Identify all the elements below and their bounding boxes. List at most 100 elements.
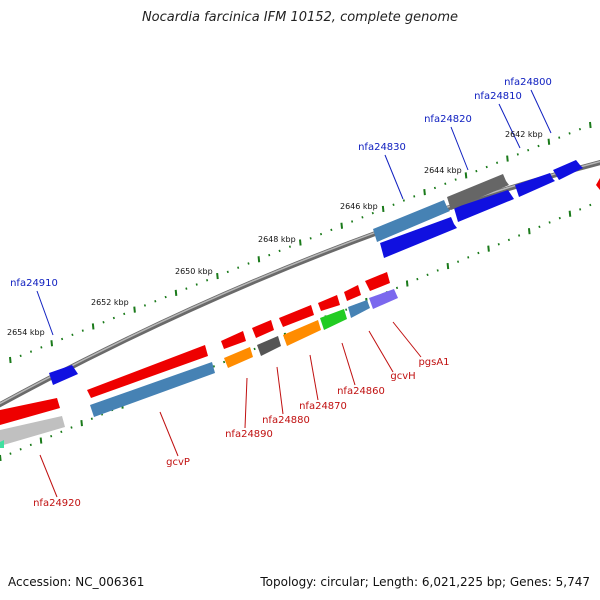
scale-dot <box>456 260 460 263</box>
scale-dot <box>345 308 348 311</box>
scale-dot <box>9 452 12 455</box>
gene-arrow-nfa24800[interactable] <box>553 160 583 180</box>
scale-dot <box>223 360 226 364</box>
scale-dot <box>123 312 126 316</box>
gene-label-nfa24860[interactable]: nfa24860 <box>337 386 385 397</box>
scale-dot <box>195 283 198 286</box>
scale-dot <box>433 186 437 190</box>
scale-dot <box>589 121 592 129</box>
scale-dot <box>568 132 571 135</box>
gene-arrow-nfa24870[interactable] <box>283 320 321 346</box>
scale-dot <box>516 153 519 156</box>
leader-line <box>276 366 284 415</box>
leader-line <box>498 103 521 149</box>
scale-dot <box>133 306 136 313</box>
scale-dot <box>485 165 488 169</box>
gene-arrow-n1[interactable] <box>344 285 361 301</box>
scale-dot <box>102 321 105 324</box>
scale-dot <box>392 203 395 206</box>
scale-dot <box>70 426 73 429</box>
gene-arrow-nfa24830[interactable] <box>373 200 450 242</box>
scale-tick-labels: 2642 kbp 2644 kbp 2646 kbp 2648 kbp 2650 kbp… <box>7 130 543 337</box>
scale-dot <box>299 239 302 246</box>
scale-dot <box>361 216 364 219</box>
scale-dot <box>257 256 261 263</box>
scale-dot <box>288 245 292 248</box>
scale-dot <box>423 189 426 196</box>
gene-arrow-n4[interactable] <box>252 320 274 338</box>
gene-arrow-gcvP[interactable] <box>90 362 215 417</box>
scale-dot <box>487 245 490 252</box>
tick-label: 2648 kbp <box>258 235 296 244</box>
gene-label-gcvP[interactable]: gcvP <box>166 457 190 468</box>
scale-dot <box>537 144 540 148</box>
gene-arrow-nfa24825[interactable] <box>447 174 509 210</box>
gene-label-nfa24800[interactable]: nfa24800 <box>504 77 552 88</box>
scale-dot <box>558 136 561 139</box>
scale-dot <box>29 443 32 447</box>
leader-line <box>368 330 394 373</box>
gene-arrow-n2[interactable] <box>318 295 340 311</box>
gene-label-nfa24920[interactable]: nfa24920 <box>33 498 81 509</box>
scale-dot <box>319 232 323 236</box>
gene-label-pgsA1[interactable]: pgsA1 <box>418 357 449 368</box>
gene-label-nfa24820[interactable]: nfa24820 <box>424 114 472 125</box>
scale-dot <box>112 316 115 320</box>
scale-dot <box>39 437 43 444</box>
gene-arrow-edge-left[interactable] <box>0 440 4 448</box>
scale-dot <box>90 417 93 420</box>
gene-arrow-pgsA1-upper[interactable] <box>365 272 390 291</box>
gene-arrow-n3[interactable] <box>279 305 314 327</box>
gene-arrow-nfa24890[interactable] <box>224 347 253 368</box>
scale-dot <box>475 169 478 173</box>
gene-label-gcvH[interactable]: gcvH <box>390 371 415 382</box>
scale-dot <box>154 300 157 303</box>
scale-dot <box>60 430 63 434</box>
gene-label-nfa24890[interactable]: nfa24890 <box>225 429 273 440</box>
gene-arrow-nfa24810[interactable] <box>515 173 555 197</box>
gene-label-nfa24880[interactable]: nfa24880 <box>262 415 310 426</box>
tick-label: 2642 kbp <box>505 130 543 139</box>
scale-dot <box>61 337 64 341</box>
tick-label: 2644 kbp <box>424 166 462 175</box>
scale-dot <box>527 228 531 235</box>
scale-dot <box>454 178 457 181</box>
scale-dot <box>578 127 582 131</box>
scale-dot <box>226 270 229 274</box>
gene-arrow-nfa24840[interactable] <box>380 217 457 258</box>
forward-genes <box>49 160 583 385</box>
scale-dot <box>91 323 95 330</box>
scale-dot <box>506 155 509 162</box>
scale-dot <box>40 346 43 349</box>
scale-dot <box>371 211 374 215</box>
scale-dot <box>507 238 510 242</box>
scale-dot <box>309 237 312 240</box>
scale-dot <box>405 280 409 287</box>
gene-arrow-nfa24880[interactable] <box>257 336 281 356</box>
scale-dot <box>340 222 344 229</box>
gene-label-nfa24810[interactable]: nfa24810 <box>474 91 522 102</box>
gene-arrow-gcvH[interactable] <box>348 300 370 318</box>
gene-arrow-pgsA1[interactable] <box>369 289 398 309</box>
scale-dot <box>0 454 2 462</box>
gene-label-nfa24830[interactable]: nfa24830 <box>358 142 406 153</box>
gene-arrow-nfa24820[interactable] <box>454 190 514 222</box>
gene-label-nfa24910[interactable]: nfa24910 <box>10 278 58 289</box>
leader-line <box>39 454 58 498</box>
gene-label-nfa24870[interactable]: nfa24870 <box>299 401 347 412</box>
gene-arrow-n5[interactable] <box>221 331 246 349</box>
tick-label: 2650 kbp <box>175 267 213 276</box>
scale-dot <box>477 251 480 255</box>
gene-arrow-nfa24920-upper[interactable] <box>0 398 60 425</box>
gene-arrow-gcvP-upper[interactable] <box>87 345 208 398</box>
scale-dot <box>253 347 256 351</box>
scale-dot <box>446 262 450 270</box>
gene-arrow-nfa24860[interactable] <box>320 309 347 330</box>
leader-line <box>244 377 248 429</box>
gene-arrow-edge[interactable] <box>596 178 600 190</box>
gene-arrow-nfa24920[interactable] <box>0 416 65 446</box>
scale-dot <box>237 266 240 269</box>
gene-arrow-nfa24910[interactable] <box>49 365 78 385</box>
leader-line <box>341 342 356 386</box>
scale-dot <box>558 216 561 220</box>
